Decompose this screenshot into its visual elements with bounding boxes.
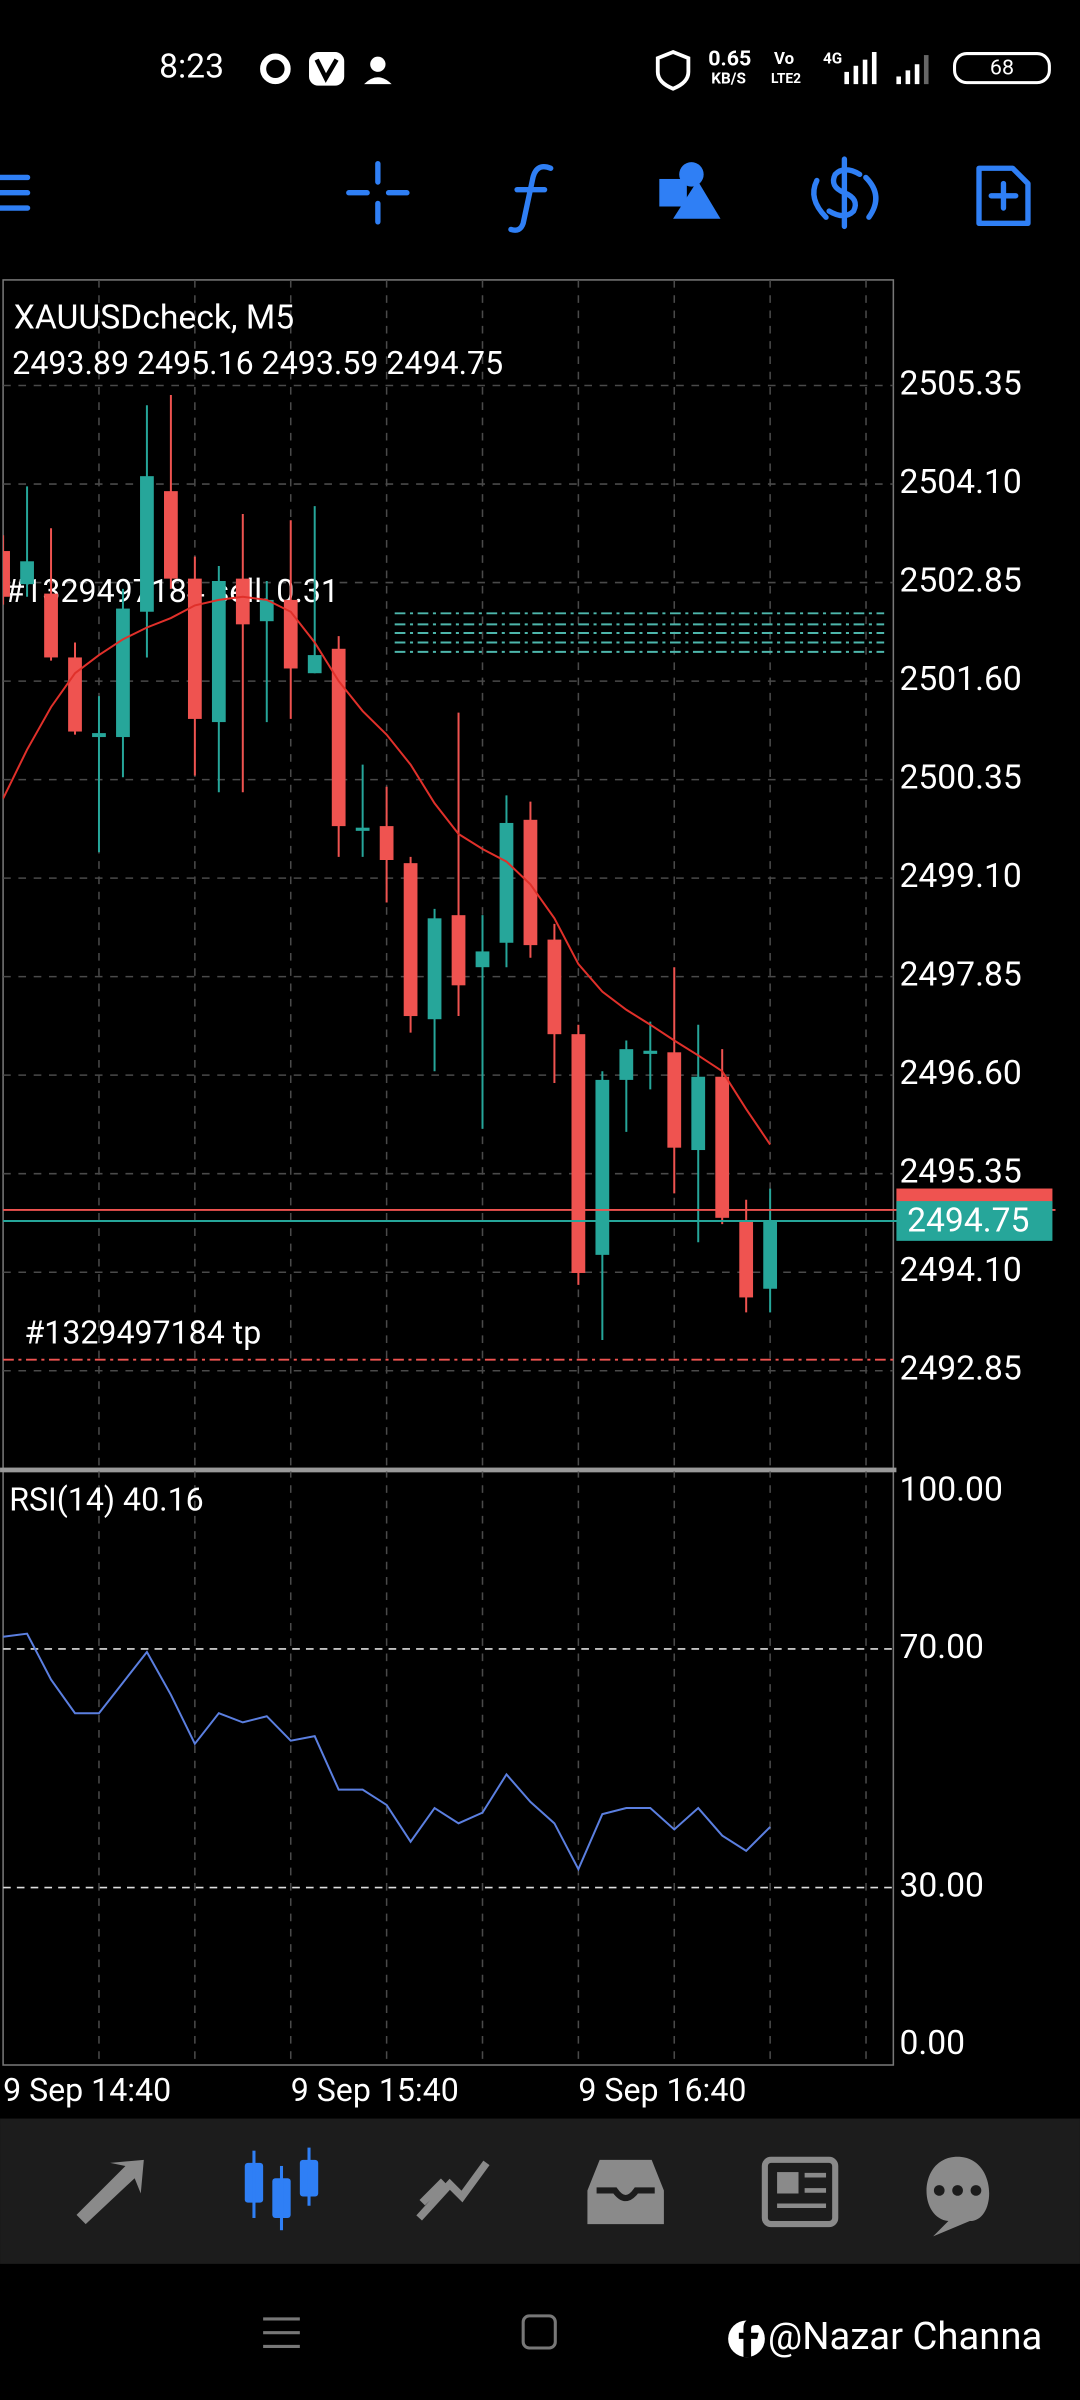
y-tick-label: 0.00 [899,2024,965,2063]
order-label: #1329497184 tp [25,1314,262,1352]
quotes-tab[interactable] [76,2159,144,2225]
toolbar [0,156,1031,233]
clock: 8:23 [159,48,224,87]
user-icon [370,56,386,72]
candle-body [475,951,490,968]
candle-body [595,1079,610,1255]
candle-body [547,939,562,1035]
y-tick-label: 2495.35 [899,1153,1021,1192]
symbol-title: XAUUSDcheck, M5 [14,299,294,338]
y-tick-label: 100.00 [899,1470,1002,1509]
crosshair-button[interactable] [346,160,410,225]
y-tick-label: 2505.35 [899,364,1021,403]
status-icons [260,49,691,91]
candle-body [187,578,202,719]
candle-body [3,551,10,597]
trade-button[interactable] [811,156,879,230]
candle-body [379,826,394,861]
signal-icons [844,52,1051,85]
rsi-title: RSI(14) 40.16 [9,1481,203,1519]
system-nav [263,2314,557,2350]
candle-body [499,822,514,943]
rsi-line [3,1632,771,1872]
candle-body [307,655,322,674]
ohlc-label: 2493.89 2495.16 2493.59 2494.75 [12,344,503,382]
new-order-button[interactable] [976,165,1031,227]
volte-label: Vo [774,49,794,69]
candle-body [691,1076,706,1151]
bid-label: 2494.75 [907,1201,1029,1240]
battery-level: 68 [990,55,1014,80]
candle-body [68,657,82,732]
trade-tab[interactable] [416,2160,490,2221]
y-tick-label: 2496.60 [899,1054,1021,1093]
y-tick-label: 2492.85 [899,1350,1021,1389]
y-tick-label: 2497.85 [899,956,1021,995]
net-speed-unit: KB/S [711,70,746,88]
candle-body [140,476,154,612]
candle-body [619,1049,634,1080]
candle-body [259,599,274,622]
bottom-nav [0,2118,1080,2264]
y-tick-label: 30.00 [899,1866,984,1905]
moving-average [3,595,771,1146]
rsi-plot [3,1471,894,2066]
candle-body [164,491,178,579]
candle-body [20,561,34,585]
candle-body [116,608,130,738]
menu-button[interactable] [0,174,31,211]
candle-body [235,578,250,625]
indicators-button[interactable] [508,164,554,233]
axes: 2505.35 2504.10 2502.85 2501.60 2500.35 2499.… [3,364,1056,2109]
candle-body [403,863,418,1017]
network-label: 4G [823,50,842,68]
home-button[interactable] [521,2314,557,2350]
candle-body [763,1220,778,1289]
y-tick-label: 70.00 [899,1628,984,1667]
candle-body [44,593,58,658]
lte-label: LTE2 [771,71,801,87]
candle-body [523,819,538,946]
candle-body [451,915,466,986]
y-tick-label: 2502.85 [899,561,1021,600]
y-tick-label: 2504.10 [899,463,1021,502]
y-tick-label: 2494.10 [899,1251,1021,1290]
candle-body [331,648,346,827]
history-tab[interactable] [587,2159,664,2225]
recents-button[interactable] [263,2317,300,2348]
y-tick-label: 2499.10 [899,857,1021,896]
y-tick-label: 2501.60 [899,660,1021,699]
messages-tab[interactable] [926,2156,990,2237]
price-plot: #1329497184 sell, 0.31#1329497184 tp [3,279,894,1469]
y-tick-label: 2500.35 [899,759,1021,798]
candle-body [715,1076,730,1218]
x-tick-label: 9 Sep 16:40 [578,2071,746,2109]
net-speed: 0.65 [708,46,751,71]
chart-tab[interactable] [244,2147,319,2231]
settings-icon [260,53,291,85]
battery-icon [953,52,1051,85]
candle-body [355,827,370,831]
candle-body [92,733,106,738]
candle-body [667,1052,682,1148]
candle-body [571,1034,586,1273]
candle-body [427,918,442,1020]
candle-body [739,1220,754,1298]
candle-body [643,1050,658,1054]
x-tick-label: 9 Sep 15:40 [291,2071,459,2109]
watermark: @Nazar Channa [768,2315,1042,2359]
news-tab[interactable] [761,2156,839,2228]
shield-icon [655,49,691,91]
objects-button[interactable] [659,162,721,219]
x-tick-label: 9 Sep 14:40 [3,2071,171,2109]
candle-body [211,580,226,723]
bid-box [896,1201,1053,1241]
